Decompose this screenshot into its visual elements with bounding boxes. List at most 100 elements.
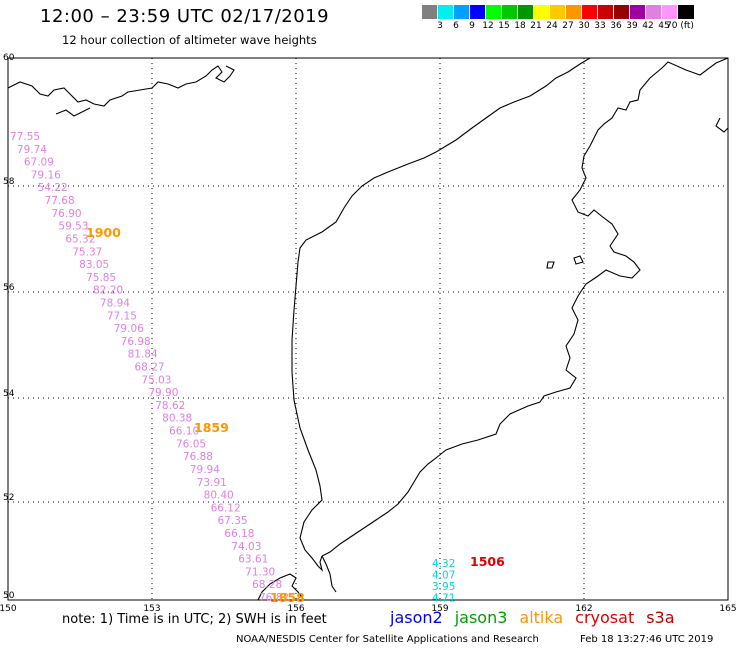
time-label: 1858 [270,590,305,605]
satellite-legend-jason3: jason3 [454,608,508,627]
colorbar-label: 70 (ft) [666,21,694,31]
colorbar-swatch [678,5,694,19]
track-value: 77.68 [45,195,75,207]
time-label: 1859 [194,420,229,435]
lat-tick-label: 54 [3,389,15,399]
colorbar-label: 15 [498,21,510,31]
coastline [7,57,729,601]
colorbar-label: 27 [562,21,574,31]
bay-coast [55,107,91,117]
lon-tick-label: 150 [0,604,17,614]
track-value: 66.10 [169,426,199,438]
footer-credit: NOAA/NESDIS Center for Satellite Applica… [236,634,539,645]
track-value: 76.90 [52,208,82,220]
track-value: 67.09 [24,157,54,169]
time-labels: 1900 1859 1858 1506 [86,225,505,605]
colorbar-swatch [470,5,486,19]
track-value: 66.12 [211,502,241,514]
track-value: 75.03 [141,374,171,386]
track-value: 68.27 [135,362,165,374]
track-value: 76.88 [183,451,213,463]
kamchatka-coast [321,57,729,557]
track-value: 73.91 [197,477,227,489]
track-value: 4.32 [432,558,455,570]
jason3-track-values: 4.324.073.954.71 [432,558,455,605]
colorbar-swatch [518,5,534,19]
lat-tick-label: 52 [3,493,14,503]
colorbar-label: 39 [626,21,638,31]
colorbar-swatch [438,5,454,19]
colorbar-label: 24 [546,21,558,31]
track-value: 75.37 [72,246,102,258]
map-frame [7,57,729,601]
time-label: 1900 [86,225,121,240]
track-value: 78.62 [155,400,185,412]
footer-note: note: 1) Time is in UTC; 2) SWH is in fe… [62,612,327,627]
track-value: 75.85 [86,272,116,284]
lat-tick-label: 50 [3,591,15,601]
colorbar [422,5,694,19]
track-value: 74.03 [231,541,261,553]
track-value: 76.98 [121,336,151,348]
mainland-coast [7,65,235,107]
track-value: 67.35 [218,515,248,527]
time-label: 1506 [470,554,505,569]
track-value: 4.07 [432,570,455,582]
colorbar-label: 45 [658,21,670,31]
colorbar-swatch [598,5,614,19]
colorbar-swatch [582,5,598,19]
colorbar-swatch [486,5,502,19]
colorbar-label: 42 [642,21,654,31]
colorbar-label: 36 [610,21,622,31]
track-value: 78.94 [100,297,130,309]
track-value: 59.53 [58,221,88,233]
track-value: 79.74 [17,144,47,156]
colorbar-swatch [566,5,582,19]
colorbar-swatch [662,5,678,19]
page-subtitle: 12 hour collection of altimeter wave hei… [62,33,317,47]
colorbar-label: 18 [514,21,526,31]
colorbar-swatch [550,5,566,19]
lon-tick-label: 156 [287,604,304,614]
satellite-legend-altika: altika [519,608,564,627]
colorbar-swatch [422,5,438,19]
track-value: 79.94 [190,464,220,476]
track-value: 80.40 [204,490,234,502]
colorbar-label: 9 [469,21,475,31]
track-value: 66.18 [224,528,254,540]
track-value: 54.22 [38,182,68,194]
track-value: 81.84 [128,349,158,361]
lat-tick-label: 56 [3,283,15,293]
lon-tick-label: 162 [575,604,592,614]
satellite-legend-cryosat: cryosat [575,608,635,627]
eastern-islet-2 [573,255,584,265]
track-value: 63.61 [238,554,268,566]
satellite-legend-s3a: s3a [646,608,675,627]
east-coast-stub [715,117,729,133]
track-value: 76.05 [176,438,206,450]
track-value: 79.90 [148,387,178,399]
colorbar-swatch [502,5,518,19]
colorbar-label: 3 [437,21,443,31]
colorbar-label: 21 [530,21,542,31]
colorbar-label: 33 [594,21,606,31]
lat-tick-label: 60 [3,53,15,63]
track-value: 79.16 [31,169,61,181]
track-value: 77.15 [107,310,137,322]
track-value: 68.28 [252,579,282,591]
track-value: 65.32 [65,233,95,245]
track-value: 80.38 [162,413,192,425]
track-value: 76.82 [259,592,289,604]
track-value: 79.06 [114,323,144,335]
page-title: 12:00 – 23:59 UTC 02/17/2019 [40,6,330,27]
track-value: 77.55 [10,131,40,143]
colorbar-swatch [646,5,662,19]
satellite-legend: jason2 jason3 altika cryosat s3a [390,608,687,627]
colorbar-swatch [534,5,550,19]
map-grid: 150 153 156 159 162 165 60 58 56 54 52 50 [0,53,737,614]
eastern-islet [546,261,555,269]
colorbar-swatch [454,5,470,19]
track-value: 83.05 [79,259,109,271]
track-value: 3.95 [432,581,455,593]
